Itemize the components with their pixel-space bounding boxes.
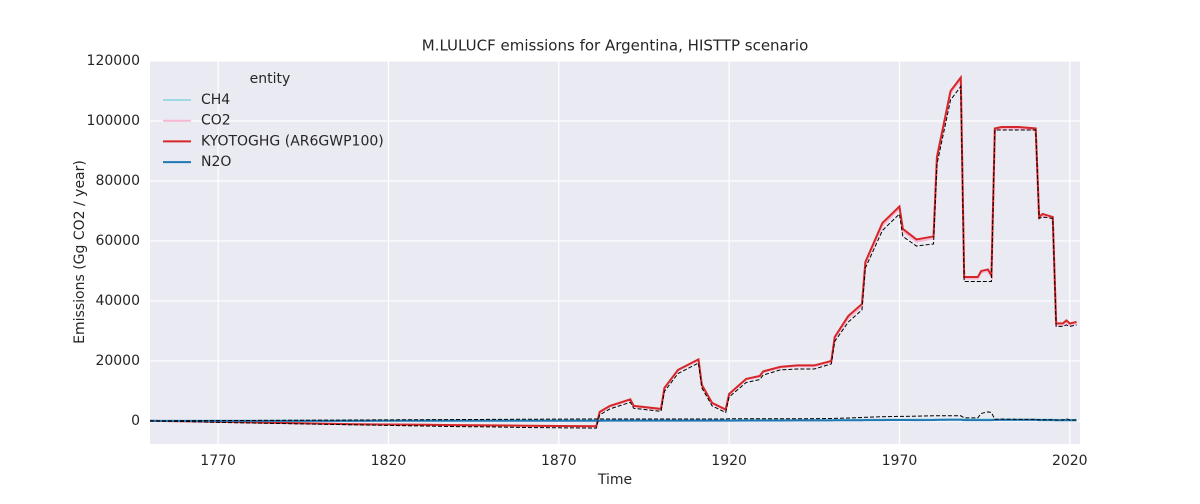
- x-tick-label: 2020: [1052, 453, 1088, 469]
- reference-line: [149, 85, 1077, 429]
- legend-label: N2O: [201, 154, 231, 170]
- grid: [150, 60, 1080, 444]
- y-tick-label: 0: [131, 413, 140, 429]
- x-axis-label: Time: [597, 472, 632, 488]
- y-tick-label: 120000: [87, 53, 140, 69]
- lines: [149, 74, 1077, 429]
- chart-title: M.LULUCF emissions for Argentina, HISTTP…: [422, 37, 809, 55]
- y-tick-label: 80000: [95, 173, 140, 189]
- y-tick-label: 20000: [95, 353, 140, 369]
- legend-label: CH4: [201, 92, 230, 108]
- series-line: [149, 418, 1077, 422]
- x-tick-label: 1920: [711, 453, 747, 469]
- legend: entity CH4 CO2 KYOTOGHG (AR6GWP100) N2O: [163, 71, 384, 170]
- legend-label: KYOTOGHG (AR6GWP100): [201, 133, 384, 149]
- y-axis-label: Emissions (Gg CO2 / year): [72, 160, 88, 344]
- x-tick-label: 1820: [371, 453, 407, 469]
- reference-line: [149, 411, 1077, 422]
- series-line: [149, 74, 1077, 428]
- y-tick-label: 60000: [95, 233, 140, 249]
- legend-title: entity: [250, 71, 291, 87]
- x-tick-label: 1970: [882, 453, 918, 469]
- y-tick-label: 40000: [95, 293, 140, 309]
- x-tick-label: 1870: [541, 453, 577, 469]
- x-tick-label: 1770: [200, 453, 236, 469]
- legend-label: CO2: [201, 113, 231, 129]
- y-tick-label: 100000: [87, 113, 140, 129]
- plot-area: [150, 61, 1080, 444]
